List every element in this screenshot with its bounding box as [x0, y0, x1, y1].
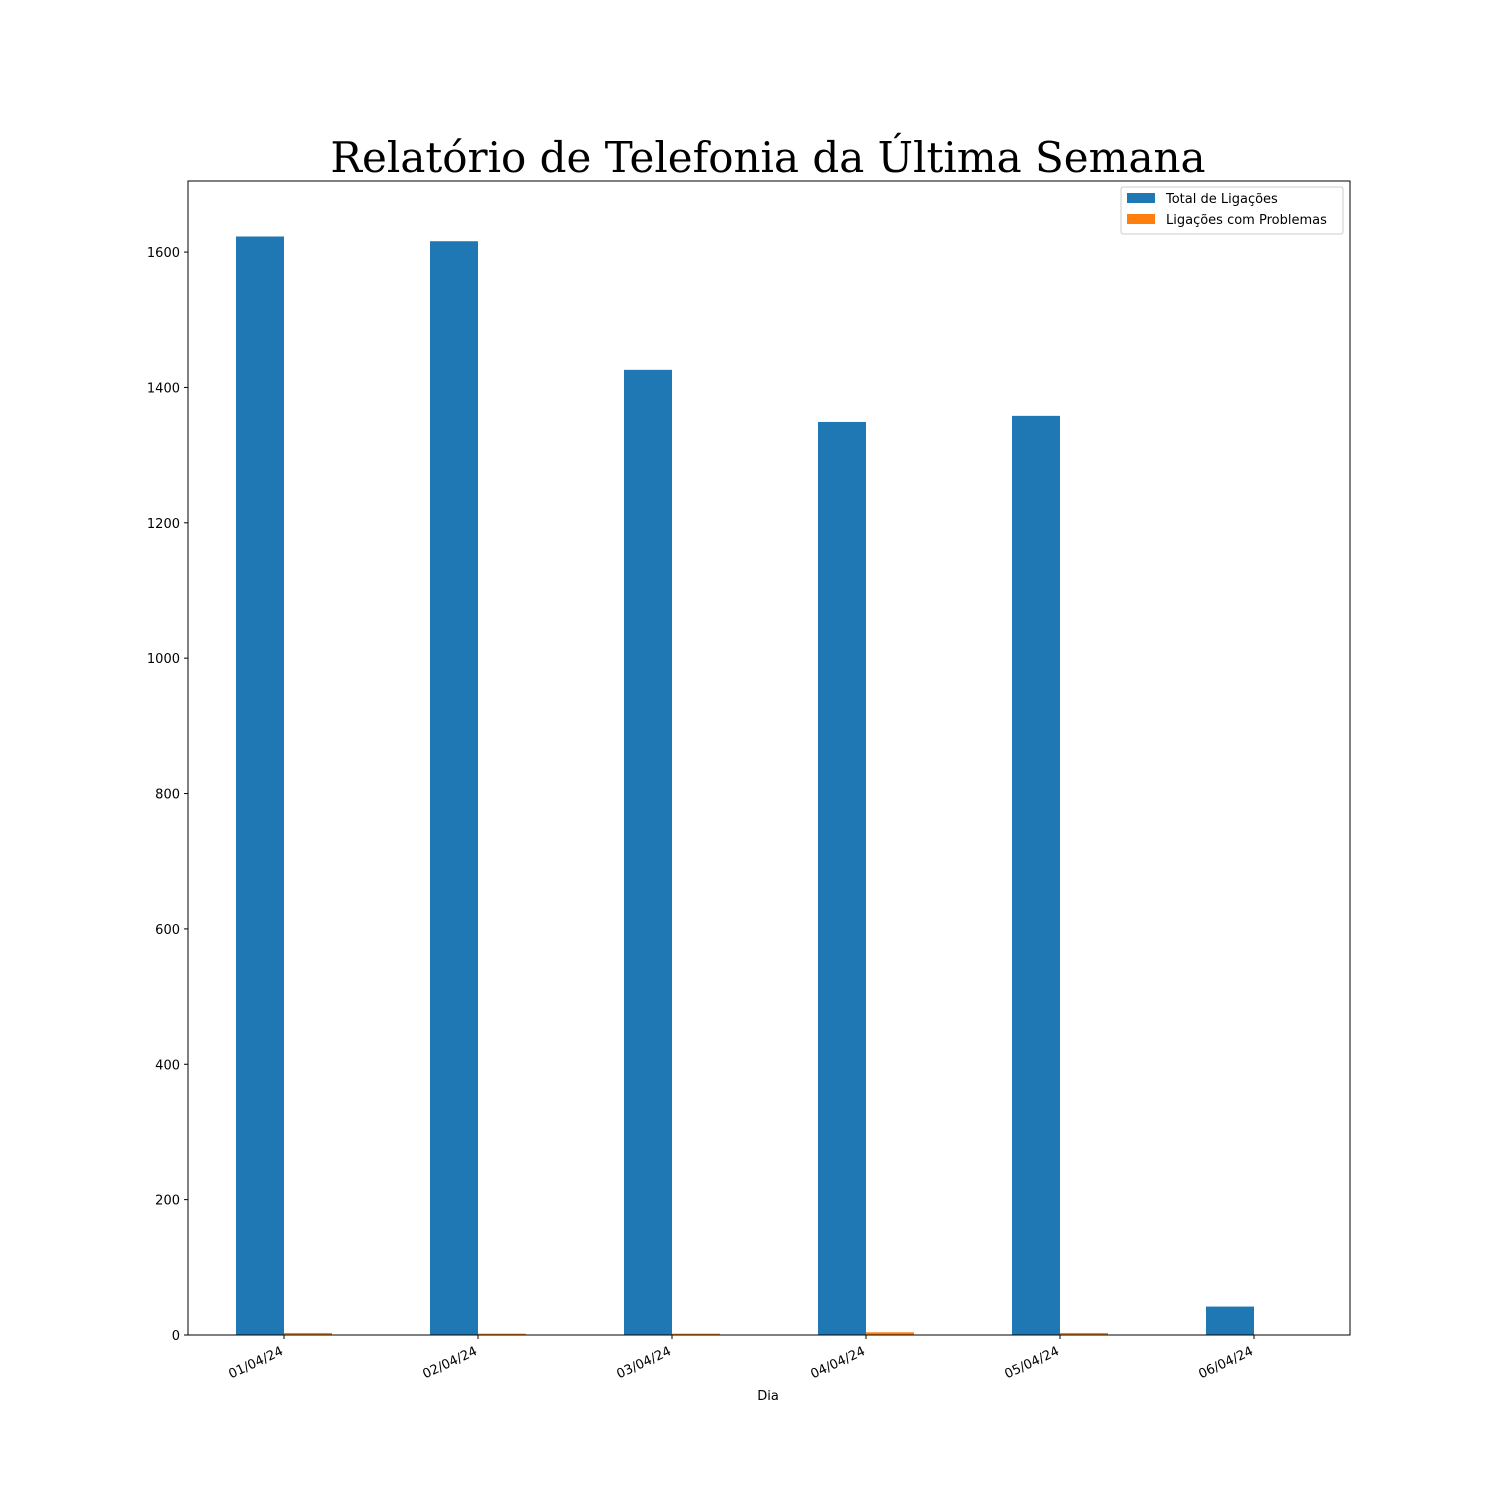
bars-group	[236, 236, 1254, 1336]
bar-total-3	[624, 369, 672, 1335]
x-tick-label-0: 01/04/24	[226, 1344, 285, 1382]
legend: Total de Ligações Ligações com Problemas	[1120, 186, 1344, 235]
y-tick-label-3: 600	[155, 923, 180, 938]
bar-problemas-3	[672, 1333, 720, 1335]
x-axis-label: Dia	[757, 1389, 779, 1404]
y-tick-label-4: 800	[155, 788, 180, 803]
x-tick-label-1: 02/04/24	[420, 1344, 479, 1382]
bar-total-2	[430, 241, 478, 1335]
bar-problemas-5	[1060, 1332, 1108, 1335]
y-tick-label-2: 400	[155, 1058, 180, 1073]
y-tick-label-7: 1400	[147, 381, 180, 396]
x-axis: 01/04/24 02/04/24 03/04/24 04/04/24 05/04/24…	[226, 1335, 1256, 1382]
bar-problemas-2	[478, 1333, 526, 1335]
bar-total-5	[1012, 415, 1060, 1336]
y-tick-label-1: 200	[155, 1194, 180, 1209]
x-tick-label-5: 06/04/24	[1196, 1344, 1255, 1382]
legend-label-2: Ligações com Problemas	[1166, 213, 1327, 228]
y-tick-label-8: 1600	[147, 246, 180, 261]
legend-swatch-2	[1127, 214, 1155, 224]
bar-total-4	[818, 421, 866, 1335]
y-tick-label-0: 0	[172, 1329, 180, 1344]
chart-title: Relatório de Telefonia da Última Semana	[330, 132, 1205, 182]
y-axis: 0 200 400 600 800 1000 1200 1400 1600	[147, 246, 188, 1344]
legend-swatch-1	[1127, 193, 1155, 203]
legend-label-1: Total de Ligações	[1165, 192, 1278, 207]
y-tick-label-5: 1000	[147, 652, 180, 667]
bar-total-6	[1206, 1306, 1254, 1335]
x-tick-label-3: 04/04/24	[808, 1344, 867, 1382]
plot-frame	[187, 180, 1351, 1336]
legend-box	[1120, 186, 1344, 235]
bar-total-1	[236, 236, 284, 1336]
x-tick-label-4: 05/04/24	[1002, 1344, 1061, 1382]
bar-problemas-4	[866, 1332, 914, 1335]
bar-problemas-1	[284, 1332, 332, 1335]
y-tick-label-6: 1200	[147, 517, 180, 532]
x-tick-label-2: 03/04/24	[614, 1344, 673, 1382]
